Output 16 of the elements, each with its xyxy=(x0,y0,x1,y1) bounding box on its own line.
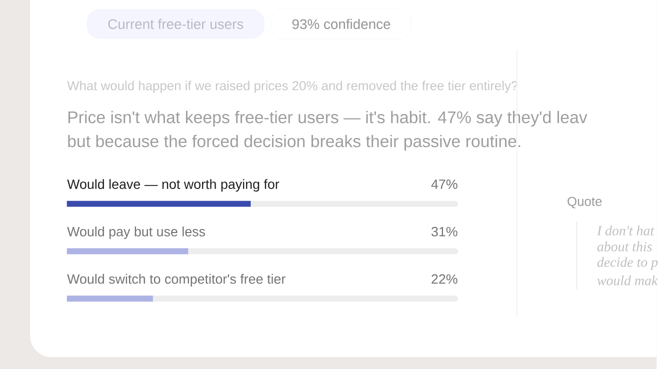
data-label: 31% xyxy=(431,226,458,236)
y-tick-label: Would pay but use less xyxy=(67,226,206,239)
text: but because the forced decision breaks their passive routine. xyxy=(68,134,520,150)
text: I don't hat xyxy=(596,225,654,236)
text: 93% confidence xyxy=(292,18,390,29)
text: decide to p xyxy=(597,257,658,270)
text: Quote xyxy=(568,196,602,208)
y-tick-label: Would leave — not worth paying for xyxy=(67,179,280,192)
text: Current free-tier users xyxy=(108,18,244,29)
text: would mak xyxy=(597,275,658,286)
chart-title: What would happen if we raised prices 20% and removed the free tier entirely? xyxy=(67,80,518,93)
text: about this xyxy=(597,241,652,252)
chart-subtitle: Price isn't what keeps free-tier users — it's habit. 47% say they'd leav xyxy=(68,110,588,127)
data-label: 22% xyxy=(432,274,458,284)
data-label: 47% xyxy=(431,179,458,189)
y-tick-label: Would switch to competitor's free tier xyxy=(67,274,286,286)
